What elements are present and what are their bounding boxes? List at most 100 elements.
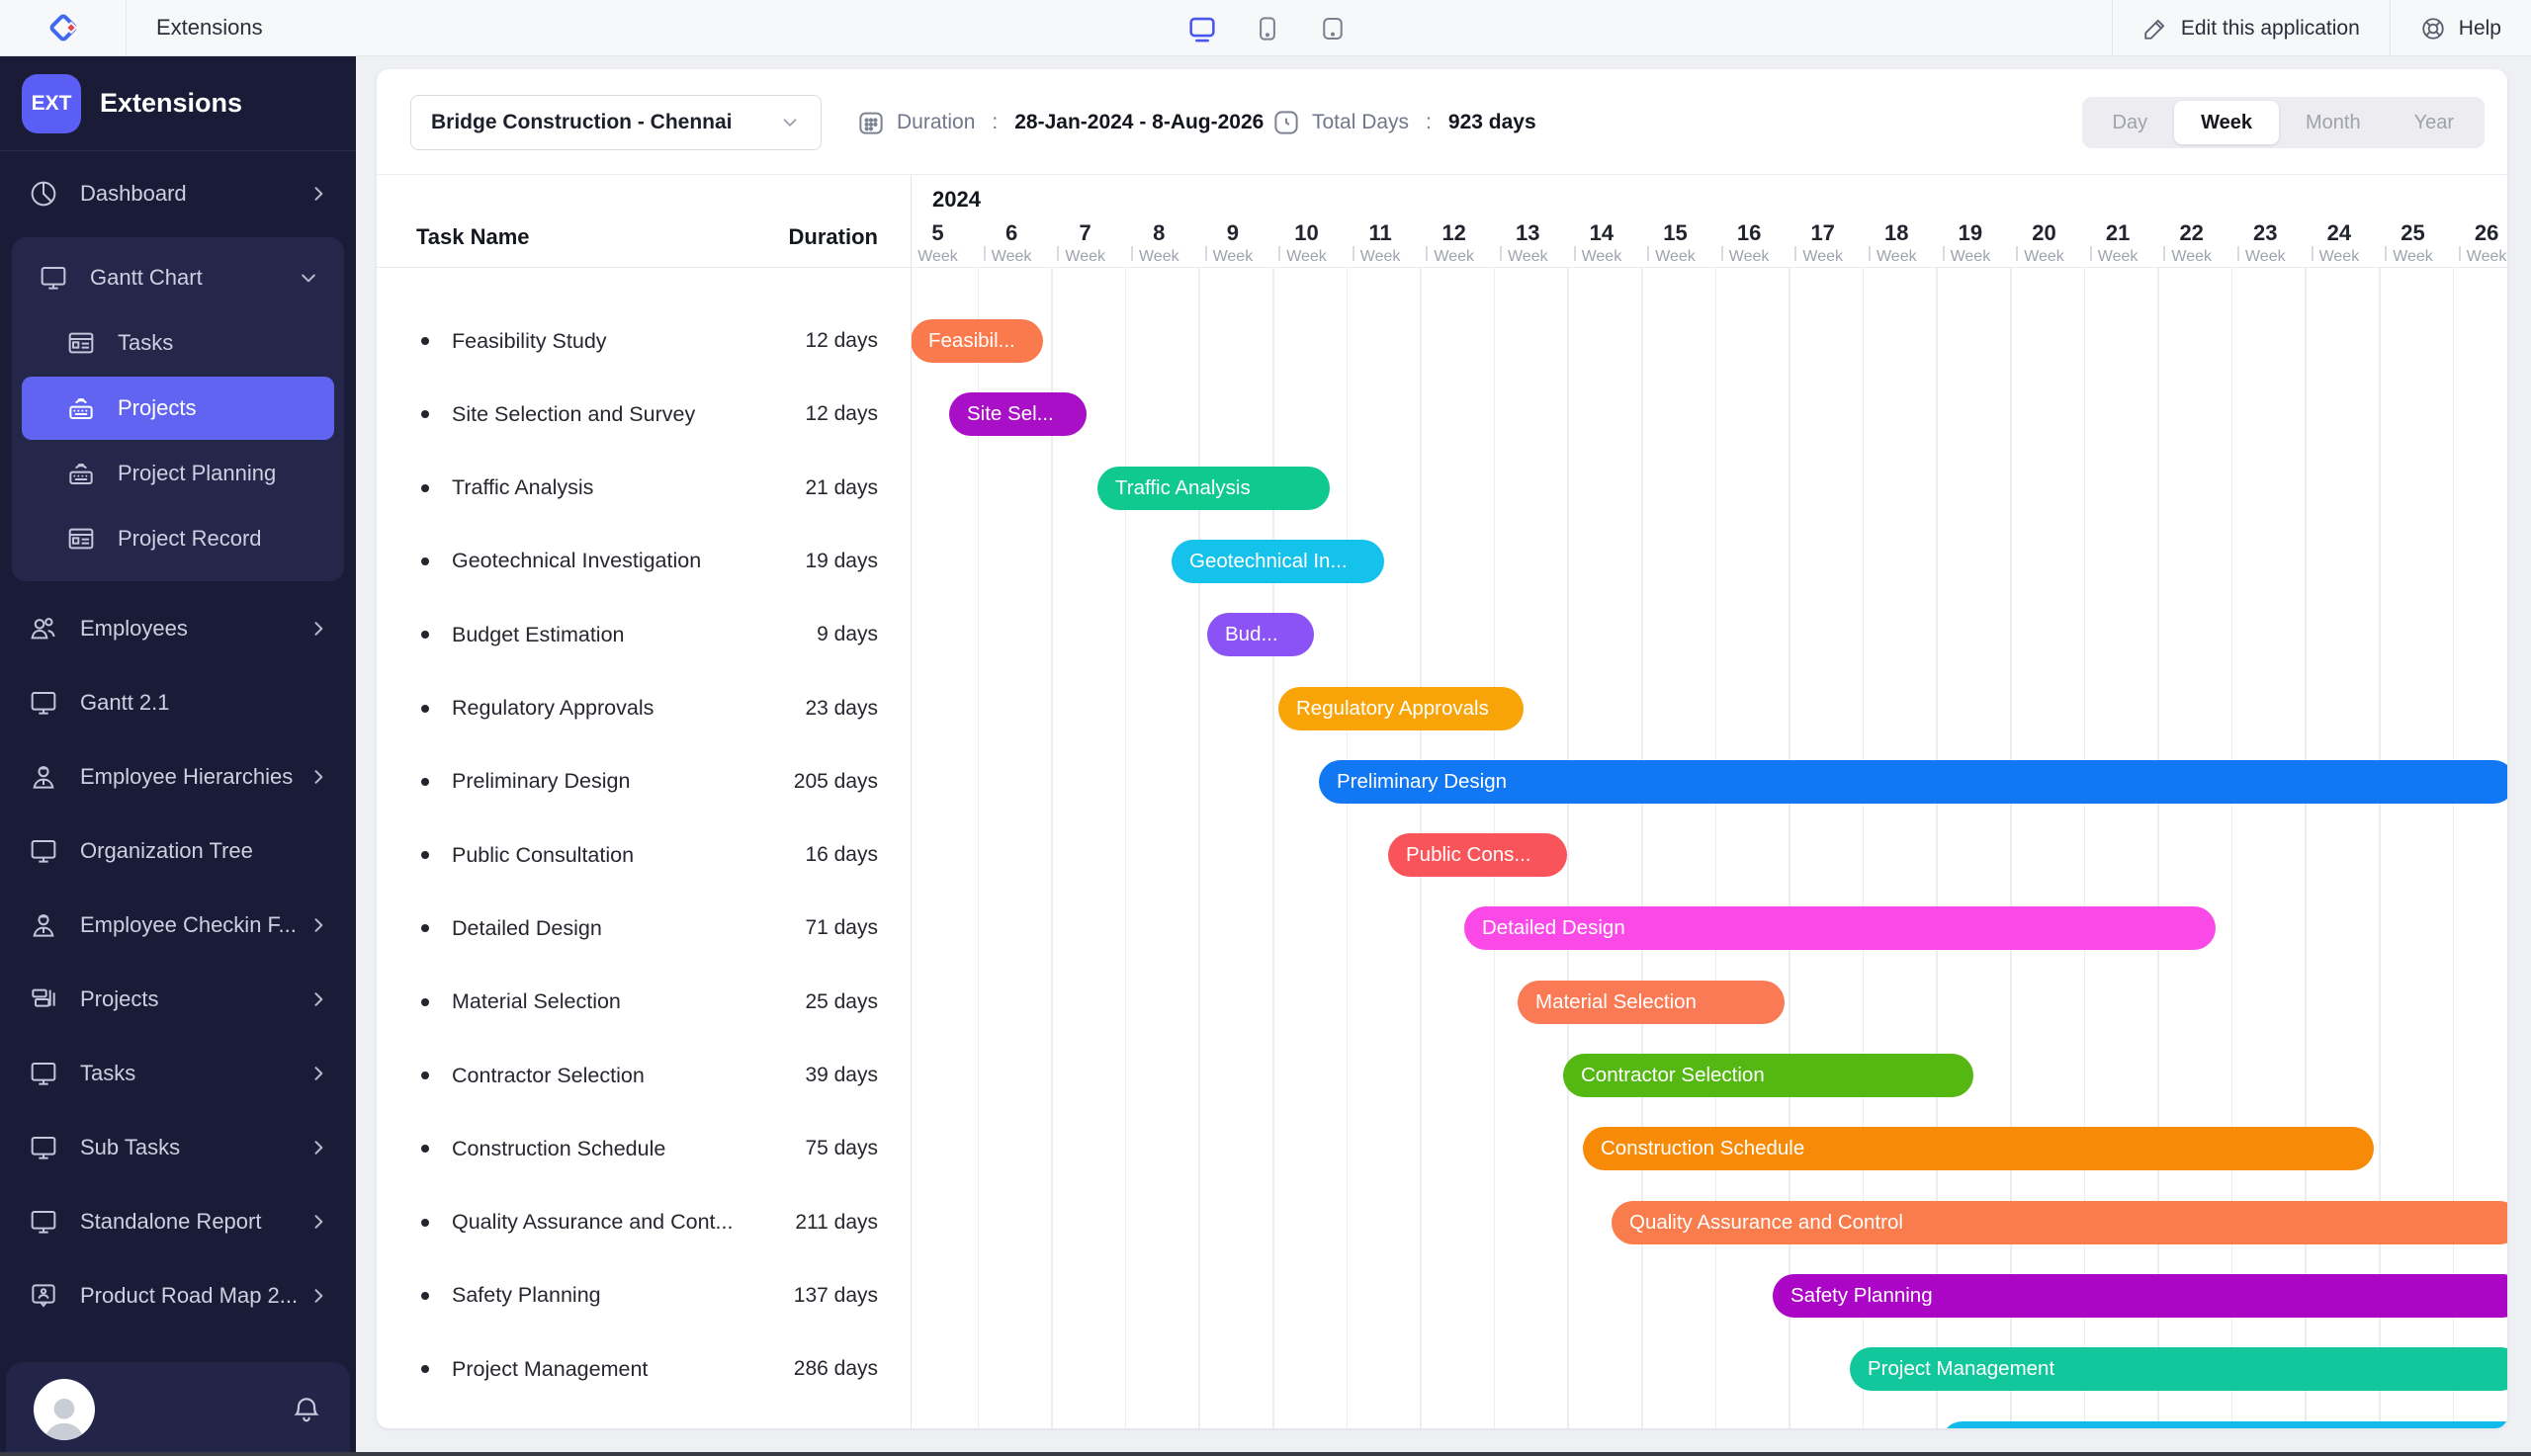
week-separator bbox=[1204, 246, 1207, 261]
bar-label: Safety Planning bbox=[1790, 1283, 1933, 1307]
week-word: Week bbox=[1802, 248, 1843, 265]
task-row[interactable]: Preliminary Design 205 days bbox=[377, 745, 911, 818]
task-row[interactable]: Construction Schedule 75 days bbox=[377, 1112, 911, 1185]
task-row[interactable]: Budget Estimation 9 days bbox=[377, 598, 911, 671]
sidebar-item-organization-tree[interactable]: Organization Tree bbox=[12, 820, 344, 882]
task-row[interactable]: Public Consultation 16 days bbox=[377, 818, 911, 892]
gridline bbox=[1051, 268, 1053, 1428]
edit-application-button[interactable]: Edit this application bbox=[2111, 0, 2390, 56]
avatar[interactable] bbox=[34, 1378, 95, 1440]
gantt-bar-preliminary-design[interactable]: Preliminary Design bbox=[1319, 759, 2507, 804]
gantt-bar-traffic-analysis[interactable]: Traffic Analysis bbox=[1097, 466, 1330, 510]
task-row[interactable]: Feasibility Study 12 days bbox=[377, 304, 911, 378]
view-year-button[interactable]: Year bbox=[2413, 111, 2454, 133]
week-word: Week bbox=[2097, 248, 2138, 265]
task-name: Public Consultation bbox=[452, 842, 635, 867]
desktop-icon[interactable] bbox=[1182, 9, 1222, 48]
sidebar-item-sub-tasks[interactable]: Sub Tasks bbox=[12, 1117, 344, 1178]
sidebar-item-projects[interactable]: Projects bbox=[22, 377, 334, 440]
bar-label: Bud... bbox=[1225, 623, 1278, 646]
sidebar-item-product-road-map-2[interactable]: Product Road Map 2... bbox=[12, 1265, 344, 1327]
week-separator bbox=[1500, 246, 1502, 261]
bar-label: Quality Assurance and Control bbox=[1629, 1210, 1903, 1234]
week-10-header: 10 Week bbox=[1286, 222, 1327, 266]
task-row[interactable]: Detailed Design 71 days bbox=[377, 892, 911, 965]
top-bar: Extensions Edit this application bbox=[0, 0, 2531, 56]
sidebar-header: EXT Extensions bbox=[0, 56, 356, 151]
sidebar-item-tasks[interactable]: Tasks bbox=[22, 311, 334, 375]
gridline bbox=[2379, 268, 2381, 1428]
view-day-button[interactable]: Day bbox=[2112, 111, 2148, 133]
sidebar-item-employees[interactable]: Employees bbox=[12, 598, 344, 659]
task-row[interactable]: Site Selection and Survey 12 days bbox=[377, 378, 911, 451]
week-15-header: 15 Week bbox=[1655, 222, 1696, 266]
gantt-bar-contractor-selection[interactable]: Contractor Selection bbox=[1563, 1054, 1973, 1097]
gantt-bar-geotechnical-investigation[interactable]: Geotechnical In... bbox=[1172, 539, 1384, 583]
gridline bbox=[977, 268, 980, 1428]
sidebar-item-employee-hierarchies[interactable]: Employee Hierarchies bbox=[12, 746, 344, 808]
view-month-button[interactable]: Month bbox=[2305, 111, 2361, 133]
sidebar-item-dashboard[interactable]: Dashboard bbox=[12, 163, 344, 224]
gridline bbox=[1714, 268, 1717, 1428]
week-17-header: 17 Week bbox=[1802, 222, 1843, 266]
week-word: Week bbox=[1138, 248, 1179, 265]
gantt-bar-site-selection-and-survey[interactable]: Site Sel... bbox=[949, 392, 1087, 437]
sidebar-item-project-planning[interactable]: Project Planning bbox=[22, 442, 334, 505]
week-14-header: 14 Week bbox=[1582, 222, 1622, 266]
edit-application-label: Edit this application bbox=[2180, 16, 2360, 40]
chevron-down-icon bbox=[783, 119, 797, 128]
task-duration: 205 days bbox=[793, 769, 878, 793]
gantt-bar-material-selection[interactable]: Material Selection bbox=[1518, 980, 1785, 1024]
task-row[interactable]: Project Management 286 days bbox=[377, 1332, 911, 1406]
view-week-button[interactable]: Week bbox=[2174, 101, 2279, 144]
gantt-bar-construction-schedule[interactable]: Construction Schedule bbox=[1583, 1127, 2374, 1171]
task-name: Quality Assurance and Cont... bbox=[452, 1210, 734, 1235]
project-selector-dropdown[interactable]: Bridge Construction - Chennai bbox=[410, 95, 822, 150]
task-row[interactable]: Safety Planning 137 days bbox=[377, 1259, 911, 1332]
week-separator bbox=[1720, 246, 1723, 261]
task-name-column-header: Task Name bbox=[416, 224, 530, 249]
notifications-bell-icon[interactable] bbox=[291, 1394, 322, 1425]
device-preview-switch bbox=[1182, 0, 1353, 56]
sidebar-item-standalone-report[interactable]: Standalone Report bbox=[12, 1191, 344, 1252]
gantt-bar-project-management[interactable]: Project Management bbox=[1850, 1347, 2507, 1392]
task-duration: 19 days bbox=[805, 549, 878, 572]
sidebar-item-projects[interactable]: Projects bbox=[12, 969, 344, 1030]
gantt-bar-safety-planning[interactable]: Safety Planning bbox=[1773, 1273, 2507, 1318]
tablet-icon[interactable] bbox=[1248, 9, 1287, 48]
sidebar-item-project-record[interactable]: Project Record bbox=[22, 507, 334, 570]
sidebar-group: Gantt Chart Tasks Projects Project Planning… bbox=[12, 237, 344, 581]
task-row[interactable]: Contractor Selection 39 days bbox=[377, 1039, 911, 1112]
task-row[interactable]: Material Selection 25 days bbox=[377, 966, 911, 1039]
task-row[interactable]: Traffic Analysis 21 days bbox=[377, 452, 911, 525]
week-word: Week bbox=[2466, 248, 2507, 265]
help-button[interactable]: Help bbox=[2389, 0, 2531, 56]
week-word: Week bbox=[1655, 248, 1696, 265]
task-row[interactable]: Quality Assurance and Cont... 211 days bbox=[377, 1186, 911, 1259]
gantt-bar-budget-estimation[interactable]: Bud... bbox=[1207, 613, 1314, 657]
gridline bbox=[1124, 268, 1127, 1428]
gantt-projects-card: Bridge Construction - Chennai Duration :… bbox=[377, 69, 2507, 1428]
task-row[interactable]: Regulatory Approvals 23 days bbox=[377, 672, 911, 745]
gantt-bar-quality-assurance-and-cont[interactable]: Quality Assurance and Control bbox=[1612, 1200, 2507, 1244]
task-bullet-icon bbox=[421, 631, 429, 640]
week-26-header: 26 Week bbox=[2467, 222, 2507, 266]
task-name: Contractor Selection bbox=[452, 1063, 645, 1087]
task-bullet-icon bbox=[421, 1218, 429, 1227]
bar-label: Construction Schedule bbox=[1601, 1137, 1805, 1160]
sidebar-item-employee-checkin-f[interactable]: Employee Checkin F... bbox=[12, 895, 344, 956]
gantt-bar-feasibility-study[interactable]: Feasibil... bbox=[911, 319, 1043, 363]
gantt-bar-row-16[interactable] bbox=[1941, 1420, 2507, 1428]
gantt-bar-detailed-design[interactable]: Detailed Design bbox=[1464, 906, 2216, 951]
sidebar-item-gantt-2-1[interactable]: Gantt 2.1 bbox=[12, 672, 344, 733]
gantt-bar-regulatory-approvals[interactable]: Regulatory Approvals bbox=[1278, 686, 1524, 730]
week-number: 16 bbox=[1736, 222, 1762, 245]
week-number: 23 bbox=[2253, 222, 2278, 245]
sidebar-item-tasks[interactable]: Tasks bbox=[12, 1043, 344, 1104]
person-icon bbox=[28, 909, 59, 941]
sidebar-item-gantt-chart[interactable]: Gantt Chart bbox=[22, 246, 334, 309]
task-name: Geotechnical Investigation bbox=[452, 549, 702, 573]
task-row[interactable]: Geotechnical Investigation 19 days bbox=[377, 525, 911, 598]
gantt-bar-public-consultation[interactable]: Public Cons... bbox=[1388, 833, 1567, 878]
mobile-icon[interactable] bbox=[1313, 9, 1353, 48]
